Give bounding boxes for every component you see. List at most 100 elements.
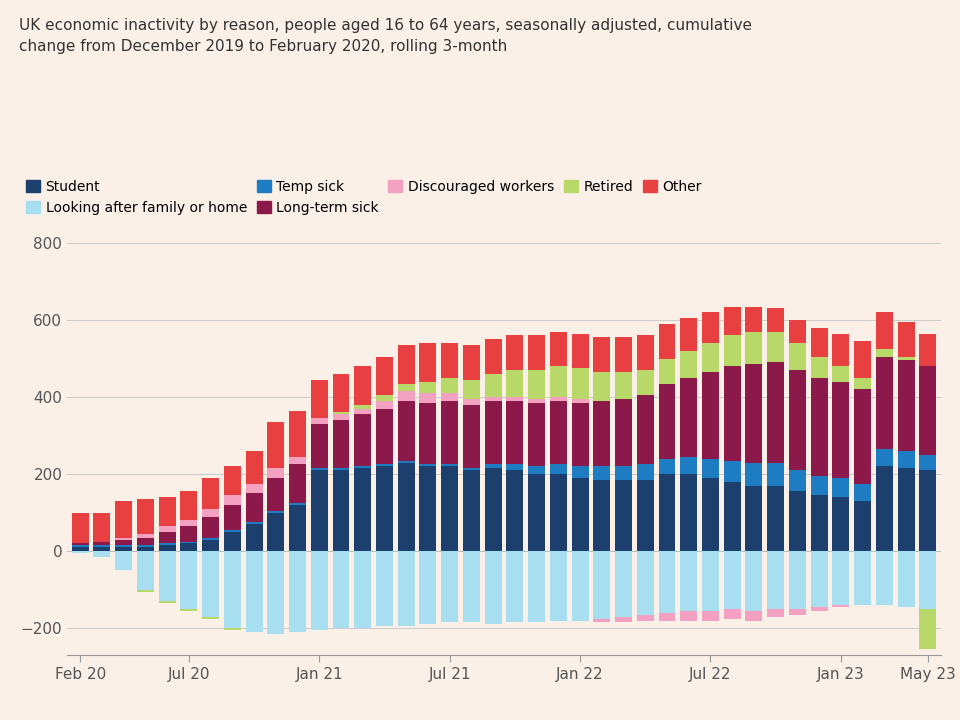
Bar <box>528 552 545 623</box>
Bar <box>636 464 654 480</box>
Bar <box>267 422 284 468</box>
Bar <box>681 474 697 552</box>
Bar <box>506 336 523 370</box>
Bar <box>332 420 349 468</box>
Bar <box>442 343 458 378</box>
Bar <box>876 356 893 449</box>
Bar <box>267 552 284 634</box>
Bar <box>463 379 480 399</box>
Bar <box>789 370 805 470</box>
Bar <box>550 397 566 401</box>
Bar <box>397 345 415 384</box>
Bar <box>332 413 349 415</box>
Bar <box>789 552 805 609</box>
Bar <box>571 403 588 467</box>
Bar <box>702 459 719 478</box>
Bar <box>224 629 241 630</box>
Bar <box>332 470 349 552</box>
Bar <box>767 332 784 362</box>
Bar <box>158 546 176 552</box>
Bar <box>289 410 306 456</box>
Bar <box>767 362 784 462</box>
Bar <box>180 492 198 521</box>
Bar <box>832 366 850 382</box>
Bar <box>485 397 502 401</box>
Bar <box>420 552 437 624</box>
Bar <box>659 613 676 621</box>
Bar <box>137 590 154 592</box>
Bar <box>376 409 393 464</box>
Bar <box>180 544 198 552</box>
Bar <box>681 552 697 611</box>
Bar <box>528 399 545 403</box>
Bar <box>463 552 480 623</box>
Bar <box>832 605 850 607</box>
Bar <box>810 476 828 495</box>
Bar <box>615 372 632 399</box>
Bar <box>550 552 566 621</box>
Bar <box>920 609 936 649</box>
Bar <box>311 418 327 424</box>
Bar <box>550 464 566 474</box>
Bar <box>876 312 893 349</box>
Bar <box>571 478 588 552</box>
Bar <box>724 336 741 366</box>
Bar <box>246 522 263 524</box>
Bar <box>485 374 502 397</box>
Bar <box>681 456 697 474</box>
Bar <box>224 532 241 552</box>
Bar <box>745 332 762 364</box>
Bar <box>767 609 784 616</box>
Bar <box>246 484 263 493</box>
Bar <box>203 616 219 618</box>
Bar <box>224 552 241 629</box>
Bar <box>876 349 893 356</box>
Bar <box>854 378 871 390</box>
Bar <box>506 370 523 397</box>
Bar <box>158 526 176 532</box>
Bar <box>593 552 611 618</box>
Bar <box>354 552 372 629</box>
Bar <box>636 552 654 615</box>
Bar <box>506 464 523 470</box>
Bar <box>854 390 871 484</box>
Bar <box>397 462 415 552</box>
Bar <box>72 547 88 552</box>
Bar <box>681 351 697 378</box>
Bar <box>810 552 828 607</box>
Bar <box>93 552 110 557</box>
Bar <box>789 320 805 343</box>
Bar <box>745 486 762 552</box>
Bar <box>332 552 349 629</box>
Bar <box>810 495 828 552</box>
Bar <box>224 530 241 532</box>
Bar <box>93 541 110 546</box>
Bar <box>332 468 349 470</box>
Bar <box>397 391 415 401</box>
Bar <box>550 474 566 552</box>
Bar <box>224 467 241 495</box>
Bar <box>745 611 762 621</box>
Bar <box>898 468 915 552</box>
Bar <box>876 467 893 552</box>
Bar <box>636 370 654 395</box>
Bar <box>810 378 828 476</box>
Bar <box>93 513 110 541</box>
Bar <box>615 338 632 372</box>
Bar <box>571 399 588 403</box>
Bar <box>702 312 719 343</box>
Bar <box>354 467 372 468</box>
Bar <box>72 544 88 546</box>
Bar <box>442 393 458 401</box>
Bar <box>224 495 241 505</box>
Bar <box>397 384 415 391</box>
Bar <box>767 486 784 552</box>
Bar <box>724 461 741 482</box>
Bar <box>898 451 915 468</box>
Bar <box>354 405 372 409</box>
Bar <box>115 547 132 552</box>
Bar <box>463 468 480 470</box>
Bar <box>789 609 805 615</box>
Bar <box>115 501 132 538</box>
Bar <box>420 464 437 467</box>
